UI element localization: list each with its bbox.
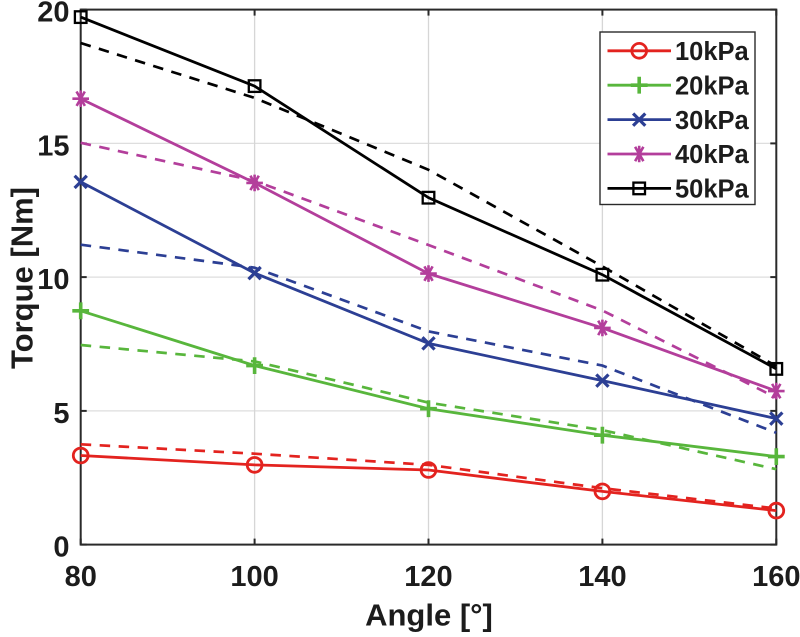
- svg-text:5: 5: [53, 398, 69, 430]
- svg-text:160: 160: [752, 561, 800, 593]
- svg-text:Torque [Nm]: Torque [Nm]: [5, 187, 40, 369]
- svg-text:0: 0: [53, 532, 69, 564]
- svg-text:10kPa: 10kPa: [675, 38, 750, 66]
- svg-text:10: 10: [37, 264, 69, 296]
- svg-text:50kPa: 50kPa: [675, 176, 750, 204]
- svg-text:20kPa: 20kPa: [675, 72, 750, 100]
- svg-text:140: 140: [578, 561, 626, 593]
- svg-text:100: 100: [230, 561, 278, 593]
- svg-text:30kPa: 30kPa: [675, 107, 750, 135]
- svg-text:20: 20: [37, 0, 69, 29]
- svg-text:120: 120: [404, 561, 452, 593]
- svg-text:Angle [°]: Angle [°]: [365, 598, 493, 633]
- svg-text:15: 15: [37, 130, 69, 162]
- svg-text:40kPa: 40kPa: [675, 141, 750, 169]
- svg-text:80: 80: [65, 561, 97, 593]
